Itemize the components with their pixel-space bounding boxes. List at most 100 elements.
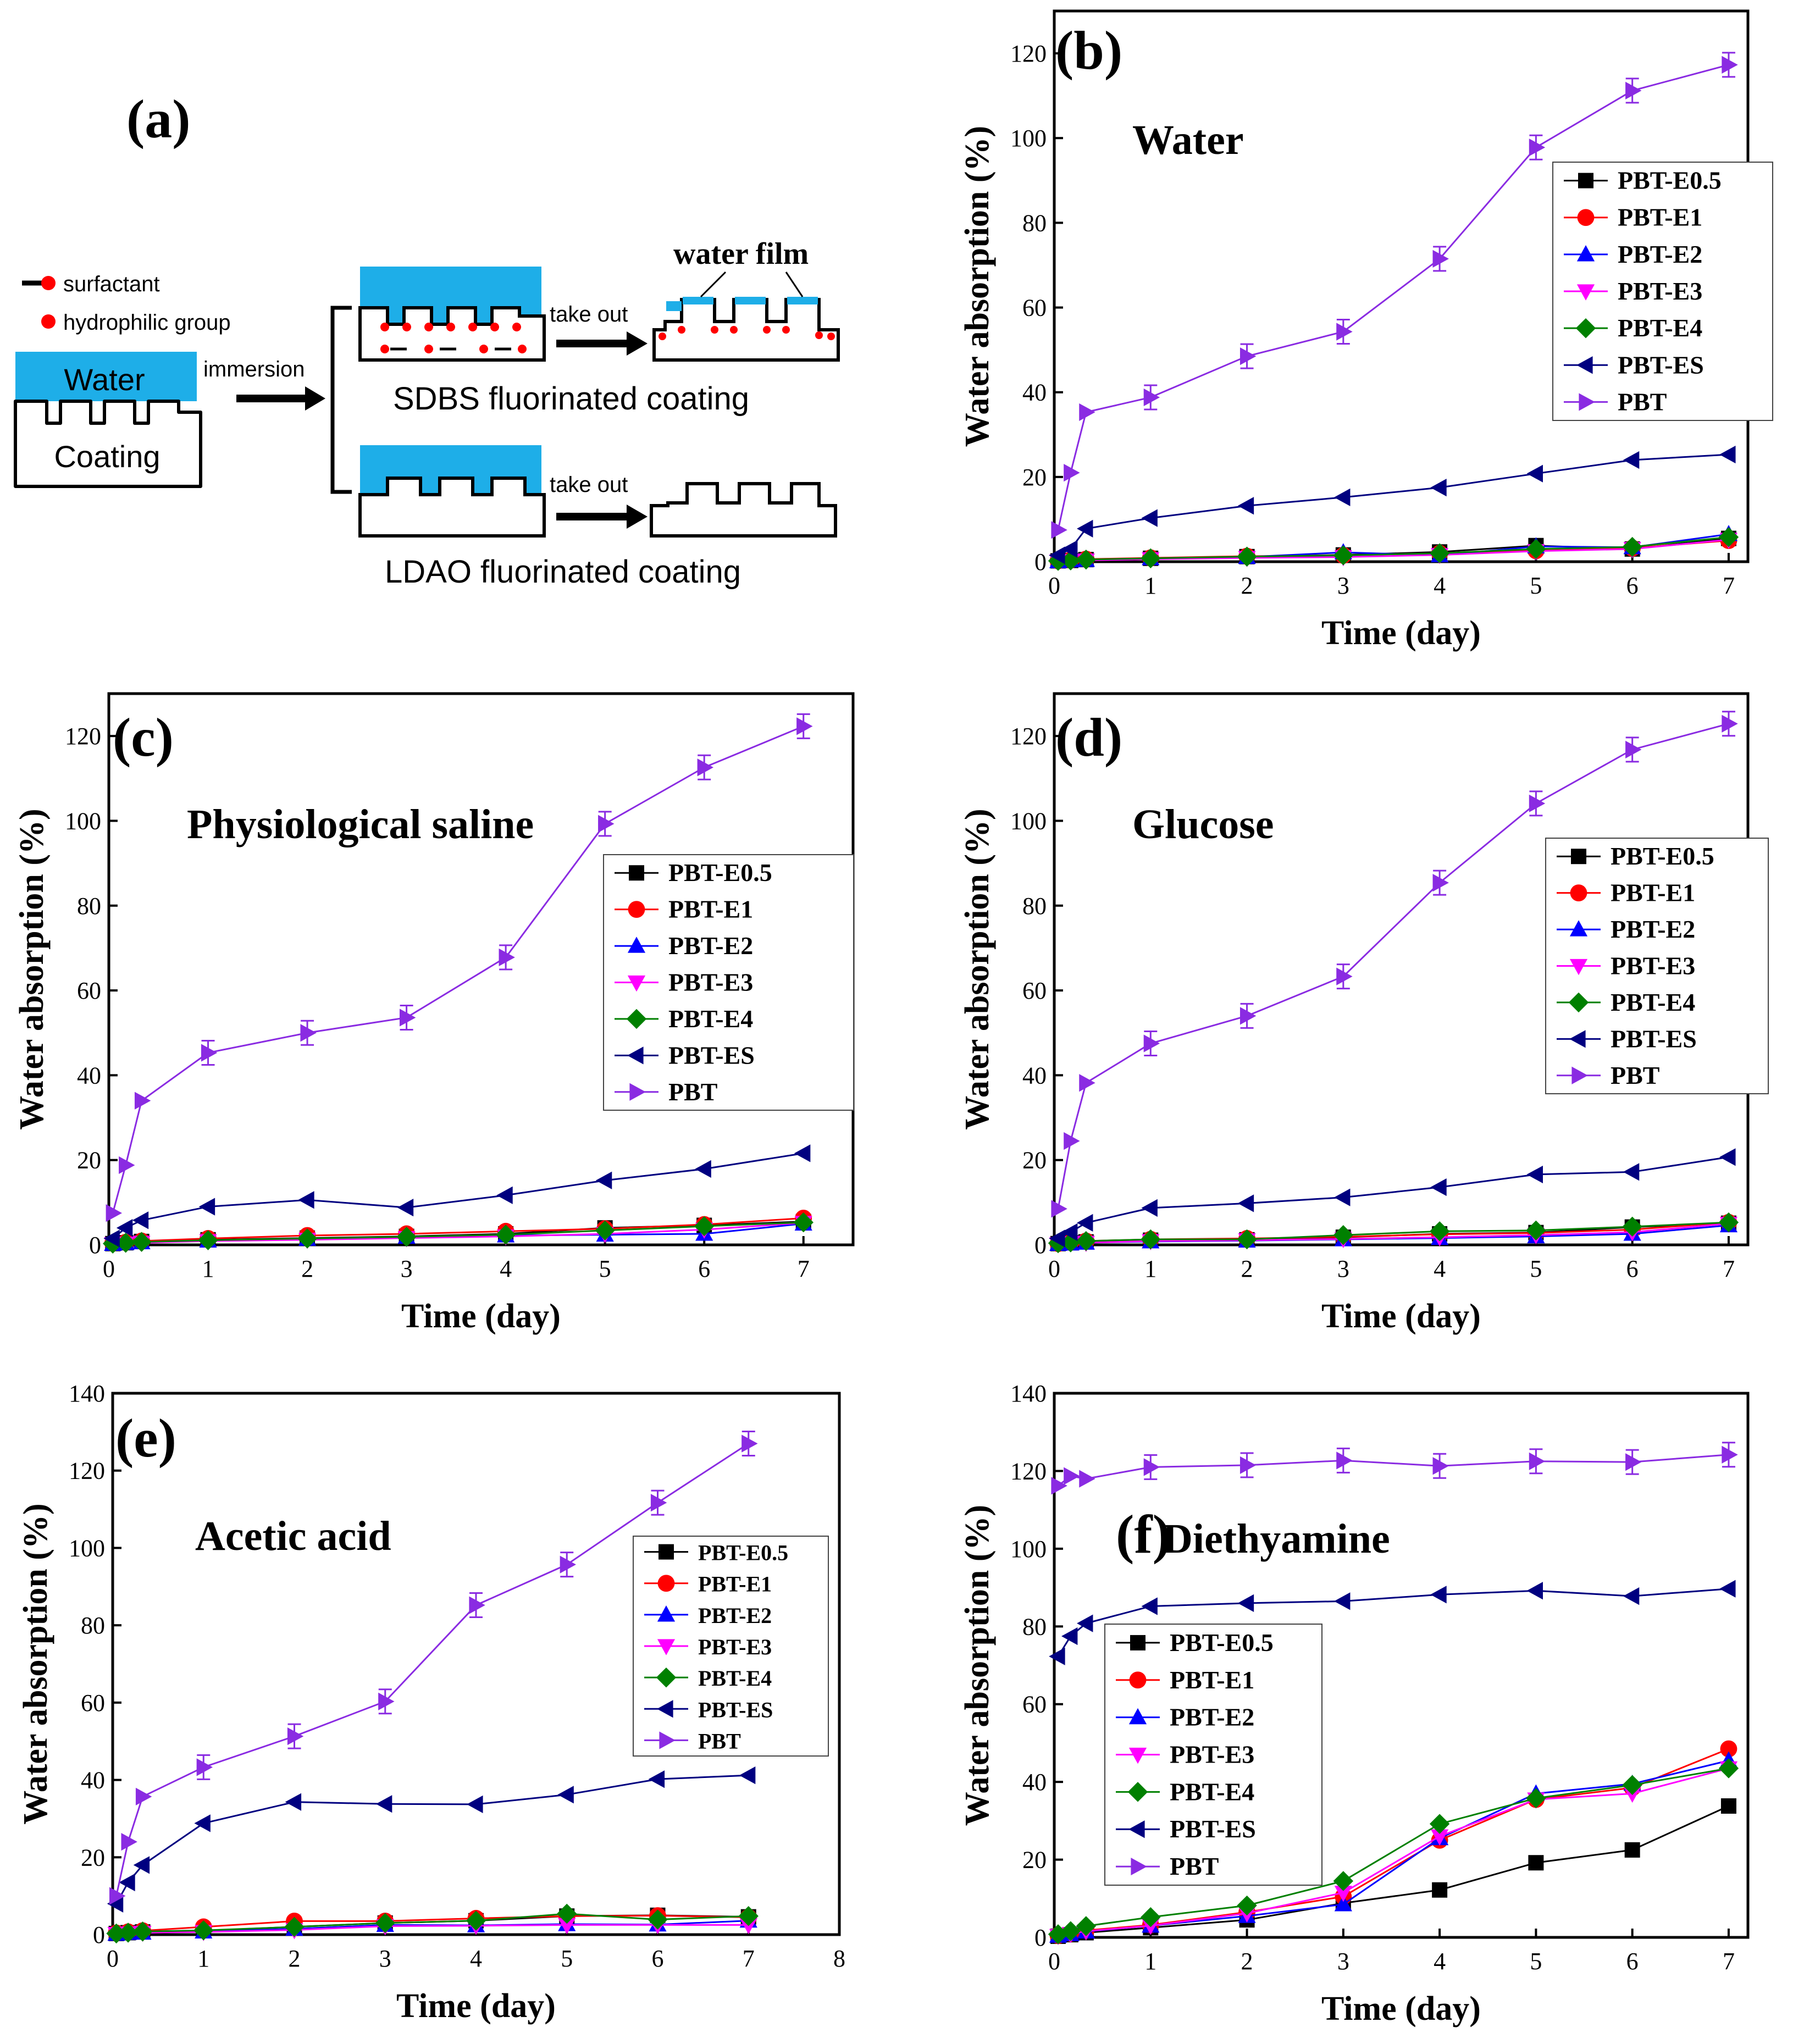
x-axis-label: Time (day) [396, 1987, 556, 2025]
water-film-pointer-right [785, 272, 804, 297]
data-point [1429, 1814, 1450, 1834]
data-point [1061, 1223, 1078, 1241]
panel-label: (c) [113, 707, 174, 768]
data-point [467, 1795, 483, 1813]
legend-marker [1568, 992, 1589, 1013]
x-tick-label: 6 [1626, 1948, 1639, 1975]
series-line [1057, 723, 1729, 1209]
data-point [1239, 1456, 1257, 1474]
legend-marker [1571, 1066, 1588, 1084]
data-point [1334, 1188, 1351, 1206]
sdbs-coating-block [358, 306, 546, 362]
x-tick-label: 4 [1434, 572, 1446, 599]
data-point [1141, 509, 1158, 527]
data-point [1526, 464, 1543, 483]
legend-marker [1570, 884, 1587, 902]
data-point [1526, 1788, 1546, 1809]
y-tick-label: 140 [1010, 1380, 1047, 1407]
y-tick-label: 0 [1034, 549, 1047, 575]
y-tick-label: 20 [1022, 1847, 1047, 1874]
data-point [1051, 1200, 1067, 1218]
legend-label: PBT-ES [1611, 1024, 1697, 1053]
x-tick-label: 7 [798, 1255, 810, 1282]
x-tick-label: 1 [1144, 1255, 1156, 1282]
data-point [1718, 1212, 1739, 1233]
data-point [300, 1024, 317, 1042]
legend: PBT-E0.5 PBT-E1 PBT-E2 PBT-E3 PBT-E4 PBT-ES PB… [1552, 162, 1773, 421]
data-point [598, 815, 615, 833]
legend-marker [658, 1544, 674, 1560]
y-tick-label: 60 [81, 1690, 105, 1716]
legend-label: PBT [1170, 1852, 1219, 1880]
data-point [738, 1906, 759, 1926]
data-point [1431, 1829, 1449, 1846]
legend-marker [657, 1639, 676, 1655]
data-point [1625, 1453, 1642, 1471]
legend-marker [1576, 284, 1595, 301]
data-point [1722, 56, 1738, 74]
coating-block [14, 400, 202, 488]
y-tick-label: 100 [1010, 125, 1047, 152]
legend-marker [1128, 1747, 1147, 1764]
legend-label: PBT-E1 [698, 1572, 772, 1597]
data-point [1336, 967, 1353, 985]
data-point [1143, 388, 1160, 407]
y-tick-label: 80 [1022, 209, 1047, 236]
data-point [650, 1494, 667, 1512]
legend-marker [656, 1667, 677, 1688]
data-point [1064, 1132, 1080, 1150]
y-tick-label: 80 [1022, 893, 1047, 919]
x-tick-label: 4 [470, 1945, 482, 1972]
legend-marker [1128, 1708, 1147, 1725]
hydrophilic-dot-icon [41, 314, 56, 329]
data-point [1622, 1775, 1642, 1795]
series-line [115, 1774, 749, 1904]
data-point [119, 1156, 135, 1175]
legend-label: PBT-E3 [1618, 277, 1702, 305]
series-PBT-E4 [1048, 527, 1739, 571]
data-point [1529, 1452, 1546, 1470]
x-tick-label: 5 [561, 1945, 573, 1972]
data-point [1049, 1647, 1065, 1665]
data-point [1079, 1074, 1095, 1092]
x-tick-label: 3 [1337, 1948, 1349, 1975]
data-point [1526, 1582, 1543, 1600]
y-tick-label: 60 [1022, 977, 1047, 1004]
data-point [103, 1229, 120, 1248]
data-point [298, 1191, 314, 1209]
data-point [1333, 1225, 1354, 1245]
data-point [1239, 347, 1257, 365]
x-tick-label: 4 [1434, 1948, 1446, 1975]
data-point [558, 1918, 576, 1935]
legend-marker [1578, 173, 1593, 189]
data-point [1625, 740, 1642, 758]
series-PBT [1051, 52, 1738, 539]
data-point [1051, 1477, 1067, 1495]
data-point [1718, 1758, 1739, 1779]
x-tick-label: 2 [301, 1255, 313, 1282]
data-point [193, 1920, 214, 1941]
data-point [1141, 1229, 1161, 1250]
data-point [1334, 1592, 1351, 1610]
data-point [375, 1795, 392, 1813]
data-point [697, 758, 713, 777]
y-tick-label: 120 [1010, 40, 1047, 67]
schematic-panel: (a) surfactant hydrophilic group Water C… [14, 88, 840, 590]
series-PBT-ES [1049, 1580, 1736, 1665]
data-point [132, 1211, 149, 1229]
data-point [116, 1219, 133, 1237]
series-line [1058, 1454, 1729, 1487]
data-point [496, 1186, 513, 1204]
data-point [1239, 1007, 1257, 1025]
legend-label: PBT-E1 [1170, 1666, 1254, 1694]
x-tick-label: 2 [1241, 1948, 1253, 1975]
series-PBT-E4 [106, 1903, 759, 1944]
x-tick-label: 3 [401, 1255, 413, 1282]
data-point [1526, 1220, 1546, 1240]
y-tick-label: 0 [1034, 1924, 1047, 1951]
legend-label: PBT-E3 [668, 968, 753, 996]
y-tick-label: 20 [77, 1147, 101, 1174]
data-point [1529, 794, 1546, 812]
data-point [397, 1199, 414, 1217]
